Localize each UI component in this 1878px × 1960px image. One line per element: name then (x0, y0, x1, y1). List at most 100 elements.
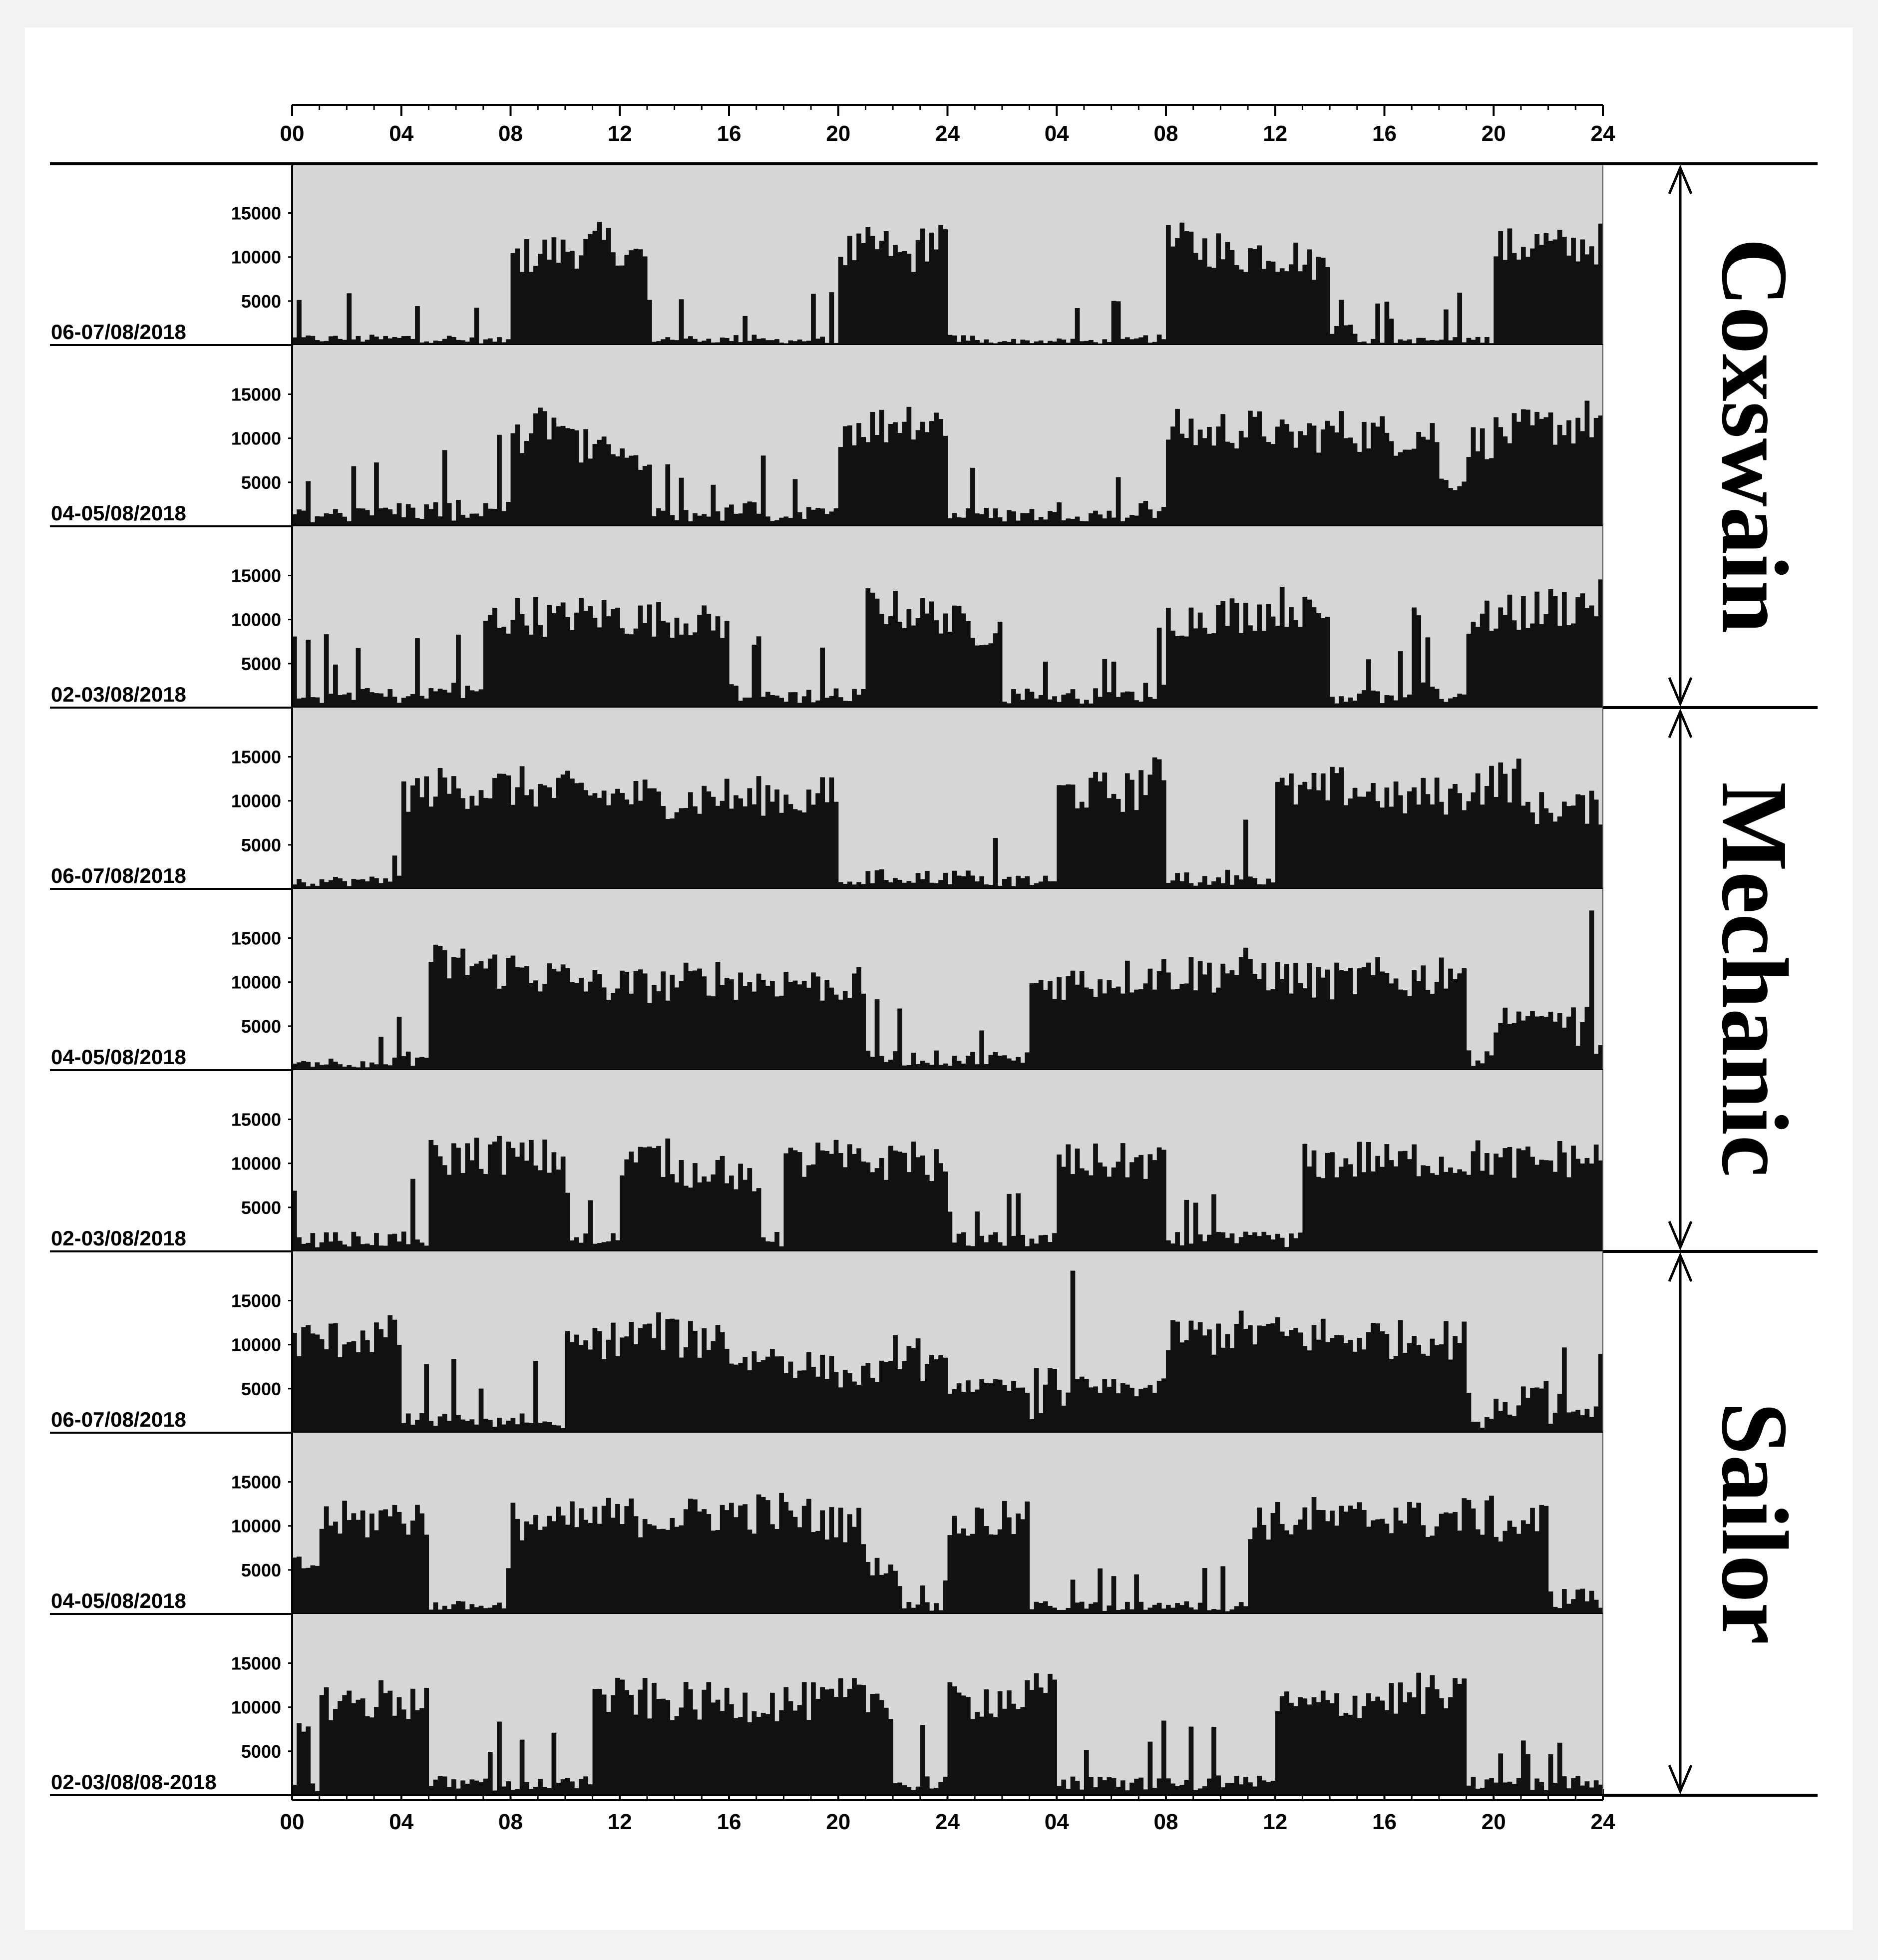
activity-bar (1298, 784, 1303, 889)
activity-bar (706, 339, 712, 345)
activity-bar (984, 1689, 989, 1795)
activity-bar (1453, 979, 1458, 1070)
activity-bar (847, 1373, 852, 1433)
activity-bar (306, 481, 311, 526)
activity-bar (1156, 627, 1162, 708)
activity-bar (1371, 975, 1376, 1070)
activity-bar (519, 1142, 525, 1251)
activity-bar (838, 697, 843, 708)
activity-bar (606, 805, 611, 889)
activity-bar (297, 1062, 302, 1070)
activity-bar (483, 1419, 488, 1433)
activity-bar (538, 625, 543, 708)
activity-bar (1038, 1413, 1044, 1433)
activity-bar (1161, 780, 1166, 889)
activity-bar (542, 785, 548, 889)
activity-bar (734, 686, 739, 708)
activity-bar (1248, 1325, 1253, 1433)
activity-bar (1571, 1146, 1576, 1251)
activity-bar (515, 967, 520, 1070)
activity-bar (906, 1346, 912, 1433)
activity-bar (1361, 1510, 1367, 1614)
activity-bar (1147, 1741, 1153, 1795)
activity-bar (1443, 1708, 1449, 1795)
activity-bar (1557, 1394, 1562, 1433)
activity-bar (720, 520, 725, 526)
activity-bar (652, 342, 657, 345)
activity-bar (1520, 409, 1526, 526)
activity-bar (1548, 412, 1553, 526)
activity-bar (1216, 877, 1221, 889)
activity-bar (1439, 478, 1444, 526)
activity-bar (870, 1172, 875, 1251)
x-tick-label: 24 (1591, 1810, 1615, 1834)
x-tick-label: 24 (935, 1810, 960, 1834)
activity-bar (579, 977, 584, 1070)
activity-bar (1348, 1505, 1353, 1614)
activity-bar (1571, 623, 1576, 708)
activity-bar (533, 1515, 538, 1614)
activity-bar (356, 1699, 361, 1795)
activity-bar (792, 692, 798, 708)
activity-bar (665, 1000, 671, 1070)
activity-bar (419, 1513, 424, 1614)
activity-bar (965, 1536, 971, 1614)
activity-bar (1371, 1323, 1376, 1433)
activity-bar (1407, 791, 1412, 889)
activity-bar (1443, 702, 1449, 708)
activity-bar (670, 818, 675, 889)
activity-bar (1407, 1343, 1412, 1433)
activity-bar (1416, 804, 1422, 889)
activity-bar (528, 789, 534, 889)
activity-bar (1166, 1240, 1171, 1251)
activity-bar (1494, 1782, 1499, 1795)
activity-bar (1070, 970, 1076, 1070)
activity-bar (934, 412, 939, 526)
activity-bar (1471, 1151, 1476, 1251)
activity-bar (588, 1784, 593, 1795)
activity-bar (1289, 1702, 1294, 1795)
activity-bar (569, 428, 575, 526)
activity-bar (601, 987, 607, 1070)
activity-bar (815, 1531, 820, 1614)
activity-bar (601, 240, 607, 345)
activity-bar (1175, 1321, 1180, 1433)
activity-bar (1143, 335, 1148, 345)
activity-bar (879, 241, 884, 345)
activity-bar (1480, 1171, 1485, 1251)
activity-bar (924, 613, 930, 708)
activity-bar (1257, 979, 1262, 1070)
y-tick-label: 15000 (231, 1653, 281, 1674)
activity-bar (1138, 1389, 1144, 1433)
activity-bar (1138, 337, 1144, 345)
activity-bar (1348, 437, 1353, 526)
activity-bar (715, 616, 721, 708)
activity-bar (1006, 1058, 1012, 1070)
activity-bar (633, 628, 639, 708)
activity-bar (1366, 962, 1371, 1070)
activity-bar (1311, 997, 1317, 1070)
activity-bar (565, 1778, 570, 1795)
activity-bar (433, 796, 438, 889)
activity-bar (310, 697, 316, 708)
activity-bar (920, 1061, 925, 1070)
activity-bar (1188, 1607, 1194, 1614)
activity-bar (665, 464, 671, 526)
activity-bar (292, 1785, 297, 1795)
activity-bar (1061, 695, 1067, 708)
activity-bar (1275, 1502, 1280, 1614)
activity-bar (1339, 411, 1344, 526)
activity-bar (1084, 987, 1089, 1070)
activity-bar (351, 339, 357, 345)
activity-bar (1311, 607, 1317, 708)
activity-bar (1006, 703, 1012, 708)
activity-bar (1507, 594, 1512, 708)
activity-bar (824, 343, 830, 345)
activity-bar (1339, 767, 1344, 889)
activity-bar (1275, 272, 1280, 345)
activity-bar (1275, 1317, 1280, 1433)
activity-bar (792, 1378, 798, 1433)
